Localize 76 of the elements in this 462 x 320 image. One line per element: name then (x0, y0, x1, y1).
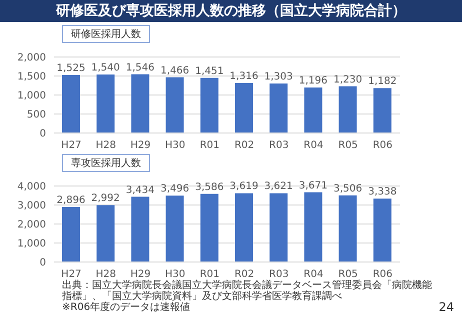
bar (270, 193, 288, 262)
x-tick-label: H27 (61, 269, 82, 280)
bar (200, 194, 218, 262)
data-label: 3,496 (160, 184, 190, 195)
bar (373, 88, 392, 133)
x-tick-label: H30 (164, 140, 186, 152)
x-tick-label: R01 (200, 269, 220, 280)
x-tick-label: H29 (130, 140, 151, 152)
data-label: 3,434 (126, 184, 155, 196)
y-tick-label: 4,000 (17, 182, 46, 193)
data-label: 1,466 (160, 65, 190, 76)
bar (270, 83, 288, 133)
x-tick-label: R05 (338, 269, 358, 280)
x-tick-label: R02 (234, 269, 254, 280)
x-tick-label: R03 (269, 140, 289, 152)
y-tick-label: 1,500 (17, 72, 46, 83)
bar (373, 198, 392, 262)
bar (166, 77, 184, 133)
x-tick-label: H27 (61, 140, 82, 152)
y-tick-label: 2,000 (17, 220, 46, 231)
data-label: 1,196 (298, 76, 328, 87)
y-tick-label: 3,000 (17, 200, 46, 212)
bar (131, 196, 150, 262)
data-label: 3,671 (298, 180, 328, 192)
bar (304, 88, 322, 133)
bar (131, 74, 150, 133)
x-tick-label: R06 (372, 269, 393, 280)
bar (200, 78, 218, 133)
bar (338, 86, 357, 133)
bar (96, 205, 115, 262)
x-tick-label: R01 (200, 140, 220, 152)
x-tick-label: R04 (304, 269, 324, 280)
bar (62, 75, 80, 133)
data-label: 1,230 (333, 74, 362, 86)
bar (96, 74, 115, 133)
x-tick-label: H28 (96, 269, 116, 280)
data-label: 1,451 (195, 66, 224, 77)
data-label: 2,992 (91, 193, 120, 204)
y-tick-label: 1,000 (17, 90, 46, 102)
y-tick-label: 0 (40, 128, 46, 140)
bar (338, 195, 357, 262)
bar (304, 192, 322, 262)
y-tick-label: 0 (40, 258, 46, 269)
bar (235, 193, 253, 262)
data-label: 3,619 (230, 181, 258, 192)
data-label: 1,182 (368, 76, 397, 88)
y-tick-label: 2,000 (17, 52, 46, 64)
y-tick-label: 500 (26, 110, 46, 121)
bar (166, 196, 184, 262)
chart-subtitle: 専攻医採用人数 (62, 154, 150, 172)
x-tick-label: R05 (338, 140, 358, 152)
chart-subtitle: 研修医採用人数 (62, 25, 150, 43)
x-tick-label: R06 (372, 140, 393, 152)
bar (235, 82, 253, 133)
y-tick-label: 1,000 (17, 238, 46, 250)
x-tick-label: R02 (234, 140, 254, 152)
data-label: 1,525 (56, 63, 86, 74)
x-tick-label: H28 (96, 140, 116, 152)
bar (62, 206, 80, 262)
text: 24 (438, 300, 454, 314)
data-label: 1,303 (264, 71, 293, 82)
data-label: 3,506 (333, 183, 362, 194)
data-label: 1,540 (91, 62, 120, 74)
chart-title: 研修医及び専攻医採用人数の推移（国立大学病院合計） (0, 0, 462, 22)
x-tick-label: R04 (304, 140, 324, 152)
x-tick-label: H30 (164, 269, 186, 280)
x-tick-label: H29 (130, 269, 151, 280)
data-label: 2,896 (56, 194, 86, 206)
x-tick-label: R03 (269, 269, 289, 280)
data-label: 3,621 (264, 181, 293, 192)
text: ※R06年度のデータは速報値 (62, 302, 192, 313)
data-label: 3,338 (368, 186, 397, 198)
data-label: 3,586 (195, 182, 224, 193)
data-label: 1,316 (230, 70, 258, 82)
source-note: 出典：国立大学病院長会議国立大学病院長会議データベース管理委員会「病院機能指標」、「国立大学病院資料」及び文部科学省医学教育課調べ (62, 280, 432, 302)
data-label: 1,546 (126, 62, 155, 74)
